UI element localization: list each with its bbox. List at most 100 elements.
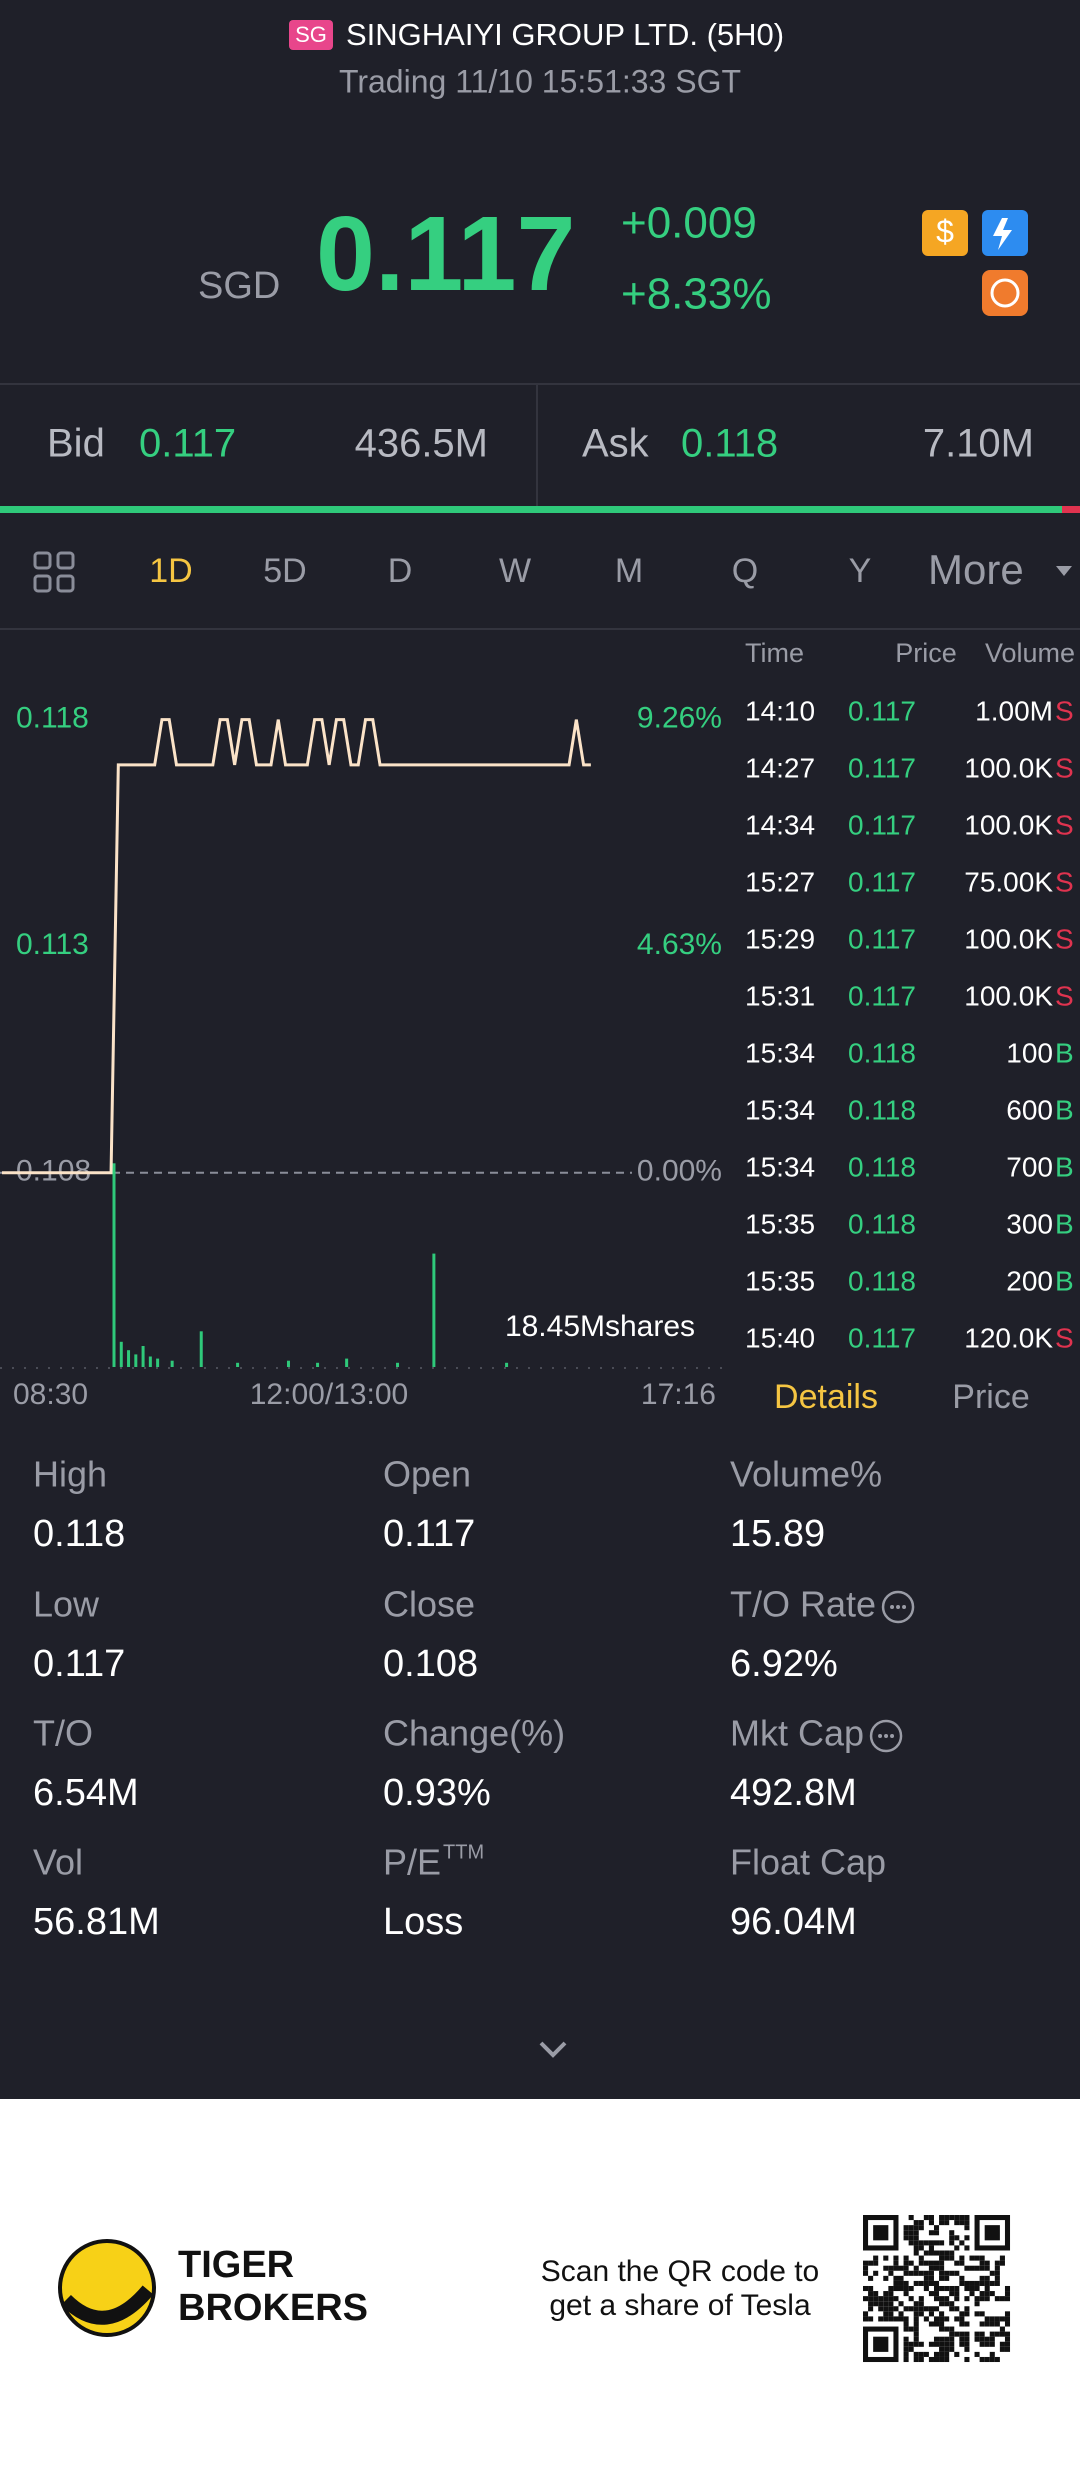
qr-cell — [863, 2270, 869, 2276]
qr-cell — [903, 2280, 909, 2286]
qr-cell — [878, 2296, 884, 2302]
dropdown-arrow — [1056, 566, 1072, 576]
qr-cell — [939, 2341, 945, 2347]
qr-cell — [939, 2260, 945, 2266]
qr-cell — [999, 2346, 1005, 2352]
period-tab[interactable]: 5D — [263, 552, 306, 590]
qr-cell — [883, 2296, 889, 2302]
period-tab[interactable]: W — [499, 552, 531, 590]
qr-cell — [913, 2311, 919, 2317]
qr-cell — [989, 2316, 995, 2322]
qr-cell — [933, 2336, 940, 2342]
qr-cell — [979, 2260, 985, 2266]
qr-cell — [939, 2356, 945, 2363]
info-icon[interactable] — [869, 1719, 903, 1753]
qr-cell — [933, 2240, 940, 2246]
tick-side: B — [1055, 1265, 1074, 1296]
qr-cell — [939, 2285, 945, 2292]
qr-cell — [903, 2341, 909, 2347]
qr-cell — [979, 2265, 985, 2271]
grid-icon[interactable] — [33, 551, 75, 593]
qr-cell — [939, 2321, 945, 2327]
qr-cell — [913, 2316, 919, 2322]
qr-cell — [883, 2291, 889, 2297]
tick-time: 14:34 — [745, 809, 815, 840]
tick-time: 15:31 — [745, 980, 815, 1011]
qr-cell — [918, 2306, 924, 2312]
icon[interactable] — [922, 210, 968, 256]
detail-tab[interactable]: Details — [774, 1378, 878, 1416]
period-tab[interactable]: Q — [732, 552, 758, 590]
tick-side: S — [1055, 1322, 1074, 1353]
qr-cell — [939, 2326, 945, 2332]
qr-cell — [898, 2301, 904, 2307]
detail-tab[interactable]: Price — [952, 1378, 1029, 1416]
qr-finder — [873, 2225, 889, 2241]
qr-cell — [868, 2316, 874, 2322]
period-tab[interactable]: D — [388, 552, 413, 590]
qr-cell — [944, 2296, 950, 2302]
qr-cell — [984, 2336, 990, 2342]
qr-cell — [959, 2215, 965, 2221]
volume-bar — [396, 1362, 400, 1367]
qr-cell — [984, 2316, 990, 2322]
qr-cell — [888, 2306, 894, 2312]
qr-cell — [893, 2316, 899, 2322]
qr-cell — [984, 2275, 990, 2281]
stat-label: T/O Rate — [730, 1584, 876, 1625]
qr-cell — [949, 2230, 955, 2236]
qr-cell — [918, 2255, 924, 2261]
qr-cell — [974, 2311, 980, 2317]
qr-cell — [989, 2341, 995, 2347]
qr-cell — [954, 2215, 960, 2221]
qr-cell — [964, 2341, 970, 2347]
period-tab[interactable]: M — [615, 552, 643, 590]
expand-chevron[interactable] — [539, 2041, 567, 2058]
qr-cell — [939, 2275, 945, 2281]
qr-cell — [903, 2291, 909, 2297]
tick-time: 15:35 — [745, 1208, 815, 1239]
tick-time: 15:40 — [745, 1322, 815, 1353]
tick-volume: 100.0K — [964, 809, 1053, 840]
qr-cell — [918, 2220, 924, 2226]
qr-cell — [918, 2280, 924, 2286]
qr-cell — [913, 2351, 919, 2357]
stat-value: 0.117 — [33, 1643, 125, 1685]
info-icon[interactable] — [881, 1590, 915, 1624]
price-line — [2, 718, 591, 1175]
qr-cell — [944, 2356, 950, 2363]
period-tab[interactable]: More — [928, 546, 1024, 593]
period-tab[interactable]: 1D — [149, 552, 192, 590]
brand: TIGER — [178, 2244, 294, 2286]
tick-time: 15:35 — [745, 1265, 815, 1296]
qr-finder — [984, 2225, 1000, 2241]
qr-cell — [863, 2311, 869, 2317]
tick-price: 0.117 — [848, 809, 916, 840]
qr-cell — [918, 2341, 924, 2347]
qr-cell — [979, 2291, 985, 2297]
stat-value: 6.54M — [33, 1772, 139, 1814]
qr-cell — [903, 2265, 909, 2271]
volume-bar — [286, 1360, 290, 1367]
qr-cell — [908, 2225, 914, 2231]
period-tab[interactable]: Y — [849, 552, 872, 590]
tick-price: 0.118 — [848, 1208, 916, 1239]
qr-cell — [903, 2346, 909, 2352]
qr-cell — [933, 2225, 940, 2231]
qr-cell — [964, 2311, 970, 2317]
qr-cell — [878, 2301, 884, 2307]
qr-cell — [933, 2306, 940, 2312]
qr-cell — [923, 2275, 929, 2281]
qr-cell — [959, 2316, 965, 2322]
qr-cell — [903, 2270, 909, 2276]
qr-cell — [944, 2250, 950, 2256]
footer-bg — [0, 2099, 1080, 2480]
qr-cell — [928, 2215, 934, 2221]
qr-cell — [989, 2356, 995, 2363]
icon[interactable] — [982, 270, 1028, 316]
tick-side: S — [1055, 809, 1074, 840]
qr-cell — [918, 2240, 924, 2246]
stat-value: 0.93% — [383, 1772, 491, 1814]
logo-stripe — [61, 2285, 154, 2325]
